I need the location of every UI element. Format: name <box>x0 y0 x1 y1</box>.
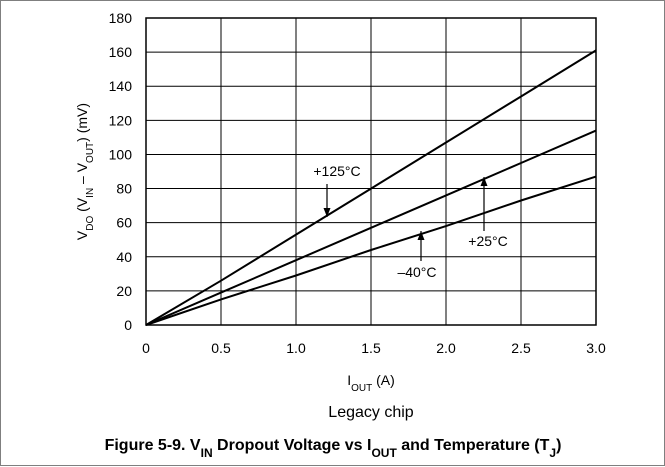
series-line-2 <box>145 175 597 326</box>
y-tick-label: 40 <box>116 249 132 265</box>
plot-area-border <box>145 17 597 326</box>
y-tick-label: 140 <box>109 78 133 94</box>
x-tick-labels: 0 0.5 1.0 1.5 2.0 2.5 3.0 <box>142 340 606 356</box>
y-tick-label: 20 <box>116 283 132 299</box>
annotation-arrow-head <box>417 231 425 240</box>
y-tick-label: 60 <box>116 215 132 231</box>
annotation-label: +125°C <box>313 163 360 179</box>
y-tick-label: 160 <box>109 44 133 60</box>
x-tick-label: 1.0 <box>286 340 306 356</box>
x-axis-label: IOUT (A) <box>347 372 395 394</box>
y-tick-label: 80 <box>116 181 132 197</box>
annotation-label: –40°C <box>397 264 436 280</box>
figure-caption: Figure 5-9. VIN Dropout Voltage vs IOUT … <box>105 437 562 460</box>
x-tick-label: 3.0 <box>586 340 606 356</box>
y-axis-label: VDO (VIN – VOUT) (mV) <box>74 103 96 240</box>
grid-lines <box>145 17 597 326</box>
x-tick-label: 0 <box>142 340 150 356</box>
series-lines <box>145 49 597 326</box>
x-tick-label: 1.5 <box>361 340 381 356</box>
chart-subtitle: Legacy chip <box>328 404 413 421</box>
annotation-label: +25°C <box>468 233 507 249</box>
y-tick-labels: 0 20 40 60 80 100 120 140 160 180 <box>109 10 133 333</box>
series-line-1 <box>145 129 597 326</box>
series-annotations: +125°C +25°C –40°C <box>313 163 507 280</box>
x-tick-label: 2.5 <box>511 340 531 356</box>
y-tick-label: 180 <box>109 10 133 26</box>
x-tick-label: 2.0 <box>436 340 456 356</box>
y-tick-label: 0 <box>124 317 132 333</box>
y-tick-label: 100 <box>109 146 133 162</box>
annotation-arrow-head <box>323 208 331 217</box>
x-tick-label: 0.5 <box>211 340 231 356</box>
y-tick-label: 120 <box>109 112 133 128</box>
annotation-arrow-head <box>480 177 488 186</box>
series-line-0 <box>145 49 597 326</box>
